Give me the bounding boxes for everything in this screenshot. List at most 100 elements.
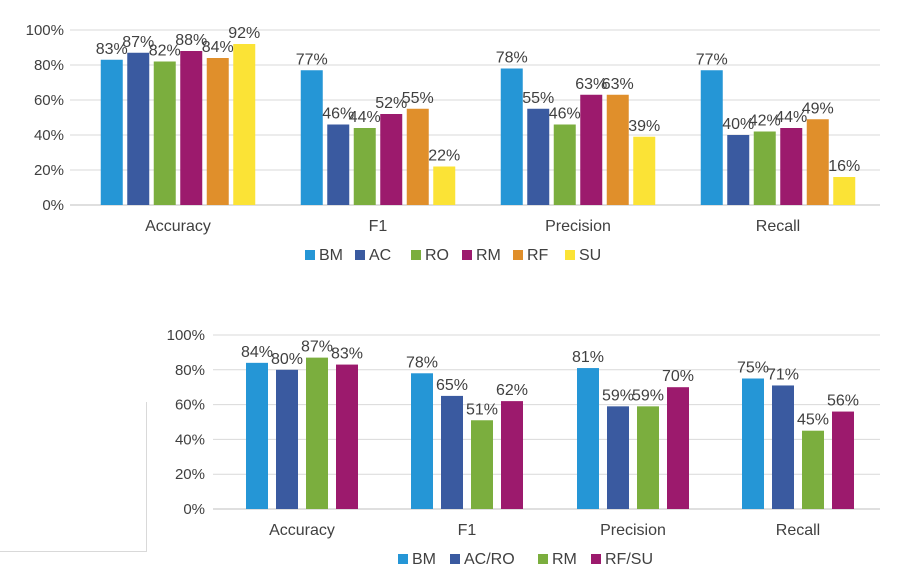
data-label: 65% xyxy=(436,377,468,394)
data-label: 46% xyxy=(322,106,354,123)
x-category-label: F1 xyxy=(369,218,388,235)
y-tick-label: 0% xyxy=(42,197,64,214)
bar-rm xyxy=(780,128,803,205)
legend-label: SU xyxy=(579,247,601,264)
bar-ro xyxy=(353,128,376,205)
data-label: 83% xyxy=(331,346,363,363)
data-label: 59% xyxy=(602,387,634,404)
legend-label: RO xyxy=(425,247,449,264)
legend-swatch xyxy=(305,250,315,260)
data-label: 82% xyxy=(149,43,181,60)
legend-label: BM xyxy=(412,551,436,568)
data-label: 55% xyxy=(402,90,434,107)
y-tick-label: 40% xyxy=(34,127,64,144)
bar-bm xyxy=(742,378,764,509)
legend-label: RF xyxy=(527,247,549,264)
legend-swatch xyxy=(591,554,601,564)
data-label: 59% xyxy=(632,387,664,404)
y-tick-label: 0% xyxy=(183,501,205,518)
bar-ac-ro xyxy=(276,369,298,509)
data-label: 87% xyxy=(301,339,333,356)
chart-top: 0% 20% 40% 60% 80% 100% Accuracy 83%87%82%88%84… xyxy=(26,22,880,264)
legend-label: RM xyxy=(476,247,501,264)
bar-ac xyxy=(127,52,150,205)
panel-edge-vertical xyxy=(146,402,147,552)
panel-edge-horizontal xyxy=(0,551,147,552)
bar-ro xyxy=(753,131,776,205)
legend-swatch xyxy=(565,250,575,260)
data-label: 77% xyxy=(296,51,328,68)
data-label: 81% xyxy=(572,349,604,366)
y-tick-label: 20% xyxy=(175,466,205,483)
bar-su xyxy=(633,136,656,205)
bar-rf xyxy=(606,94,629,205)
data-label: 84% xyxy=(241,344,273,361)
data-label: 77% xyxy=(696,51,728,68)
bar-ac-ro xyxy=(772,385,794,509)
data-label: 83% xyxy=(96,41,128,58)
data-label: 84% xyxy=(202,39,234,56)
data-label: 87% xyxy=(122,34,154,51)
bar-bm xyxy=(700,70,723,205)
bar-rf-su xyxy=(336,364,358,509)
data-label: 42% xyxy=(749,113,781,130)
bar-bm xyxy=(500,68,523,205)
data-label: 45% xyxy=(797,412,829,429)
legend-label: AC xyxy=(369,247,391,264)
data-label: 78% xyxy=(406,354,438,371)
data-label: 70% xyxy=(662,368,694,385)
bar-su xyxy=(833,177,856,205)
y-tick-label: 100% xyxy=(26,22,64,39)
y-tick-label: 80% xyxy=(175,362,205,379)
x-category-label: Accuracy xyxy=(269,522,335,539)
legend-swatch xyxy=(450,554,460,564)
data-label: 71% xyxy=(767,366,799,383)
legend-swatch xyxy=(538,554,548,564)
data-label: 52% xyxy=(375,95,407,112)
legend-label: RM xyxy=(552,551,577,568)
y-tick-label: 40% xyxy=(175,431,205,448)
bar-rm xyxy=(637,406,659,509)
data-label: 39% xyxy=(628,118,660,135)
bar-bm xyxy=(577,368,599,509)
legend-label: BM xyxy=(319,247,343,264)
bar-rf-su xyxy=(832,411,854,509)
bar-bm xyxy=(100,59,123,205)
bar-ro xyxy=(153,61,176,205)
y-tick-label: 100% xyxy=(167,327,205,344)
bar-ac xyxy=(527,108,550,205)
legend-swatch xyxy=(513,250,523,260)
y-tick-label: 60% xyxy=(34,92,64,109)
data-label: 63% xyxy=(575,76,607,93)
bar-su xyxy=(233,44,256,205)
bar-bm xyxy=(300,70,323,205)
bar-ac xyxy=(727,135,750,205)
bar-rm xyxy=(802,430,824,509)
bar-ac-ro xyxy=(607,406,629,509)
data-label: 22% xyxy=(428,148,460,165)
legend-swatch xyxy=(411,250,421,260)
data-label: 44% xyxy=(775,109,807,126)
y-tick-label: 80% xyxy=(34,57,64,74)
data-label: 49% xyxy=(802,100,834,117)
data-label: 44% xyxy=(349,109,381,126)
x-category-label: Recall xyxy=(756,218,800,235)
data-label: 56% xyxy=(827,393,859,410)
data-label: 55% xyxy=(522,90,554,107)
bar-ac xyxy=(327,124,350,205)
bar-rf xyxy=(406,108,429,205)
data-label: 63% xyxy=(602,76,634,93)
bar-bm xyxy=(246,362,268,509)
data-label: 78% xyxy=(496,50,528,67)
bar-rf xyxy=(206,58,229,205)
bar-rf-su xyxy=(667,387,689,509)
x-category-label: Precision xyxy=(545,218,611,235)
y-tick-label: 60% xyxy=(175,397,205,414)
data-label: 80% xyxy=(271,351,303,368)
bar-rm xyxy=(471,420,493,509)
data-label: 75% xyxy=(737,360,769,377)
legend-label: RF/SU xyxy=(605,551,653,568)
bar-rm xyxy=(180,51,203,205)
x-category-label: Precision xyxy=(600,522,666,539)
